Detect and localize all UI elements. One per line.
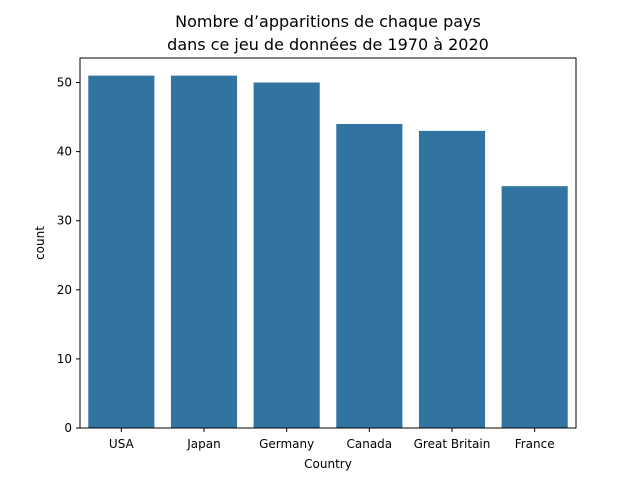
x-tick-label: Great Britain [414, 437, 491, 451]
y-tick-label: 30 [57, 214, 72, 228]
x-axis-label: Country [304, 457, 352, 471]
y-axis-ticks: 0 10 20 30 40 50 [57, 76, 80, 435]
chart-title-line-1: Nombre d’apparitions de chaque pays [175, 12, 481, 31]
bars-group [88, 75, 568, 429]
bar-japan [170, 75, 238, 429]
y-tick-label: 40 [57, 145, 72, 159]
x-tick-label: Germany [259, 437, 314, 451]
x-tick-label: USA [109, 437, 135, 451]
plot-frame [79, 57, 577, 429]
y-tick-label: 10 [57, 352, 72, 366]
bar-canada [336, 123, 403, 429]
chart-title-line-2: dans ce jeu de données de 1970 à 2020 [167, 35, 489, 54]
bar-great-britain [418, 130, 486, 428]
bar-usa [88, 75, 155, 429]
x-tick-label: Japan [186, 437, 220, 451]
x-axis-ticks: USA Japan Germany Canada Great Britain France [109, 428, 555, 451]
y-tick-label: 20 [57, 283, 72, 297]
x-tick-label: France [515, 437, 555, 451]
bar-germany [253, 82, 320, 428]
bar-france [501, 186, 568, 428]
y-tick-label: 0 [64, 421, 72, 435]
y-tick-label: 50 [57, 76, 72, 90]
y-axis-label: count [33, 226, 47, 260]
x-tick-label: Canada [346, 437, 392, 451]
